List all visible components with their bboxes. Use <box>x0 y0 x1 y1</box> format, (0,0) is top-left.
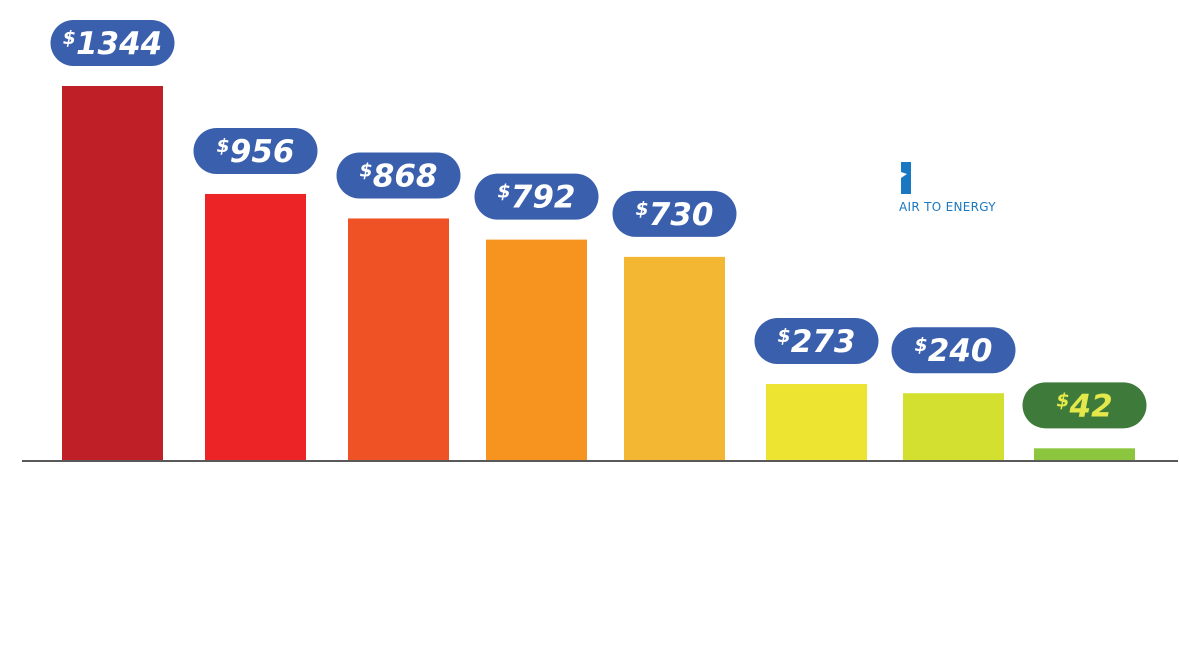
value-label-pill <box>193 127 318 174</box>
value-label-text: $792 <box>498 180 576 216</box>
bar-7 <box>903 393 1004 460</box>
value-label-pill <box>474 173 599 220</box>
value-label-5: $730 <box>612 190 737 237</box>
value-label-text: $730 <box>636 197 714 233</box>
bar-5 <box>624 256 725 460</box>
value-label-pill <box>1022 382 1147 429</box>
bar-2 <box>205 193 306 460</box>
value-label-4: $792 <box>474 173 599 220</box>
value-label-text: $868 <box>360 158 438 194</box>
air-to-energy-logo-icon <box>901 162 911 194</box>
value-labels-group: $1344 $956 $868 $792 $730 $273 $240 $42 <box>50 20 1147 429</box>
bar-8 <box>1034 448 1135 460</box>
value-label-6: $273 <box>754 318 879 365</box>
value-label-text: $956 <box>217 134 295 170</box>
value-label-8: $42 <box>1022 382 1147 429</box>
value-label-pill <box>50 20 175 66</box>
value-label-7: $240 <box>891 327 1016 374</box>
value-label-pill <box>336 152 461 199</box>
bar-4 <box>486 239 587 460</box>
brand-name: AIR TO ENERGY <box>899 200 996 214</box>
value-label-text: $42 <box>1056 388 1112 424</box>
bar-6 <box>766 384 867 460</box>
bar-3 <box>348 218 449 460</box>
bar-1 <box>62 86 163 460</box>
value-label-text: $240 <box>915 333 993 369</box>
value-label-3: $868 <box>336 152 461 199</box>
value-label-pill <box>891 327 1016 374</box>
value-label-pill <box>754 318 879 365</box>
value-label-pill <box>612 190 737 237</box>
value-label-text: $1344 <box>63 26 163 62</box>
bars-group <box>62 86 1135 460</box>
value-label-2: $956 <box>193 127 318 174</box>
value-label-1: $1344 <box>50 20 175 66</box>
value-label-text: $273 <box>778 324 856 360</box>
